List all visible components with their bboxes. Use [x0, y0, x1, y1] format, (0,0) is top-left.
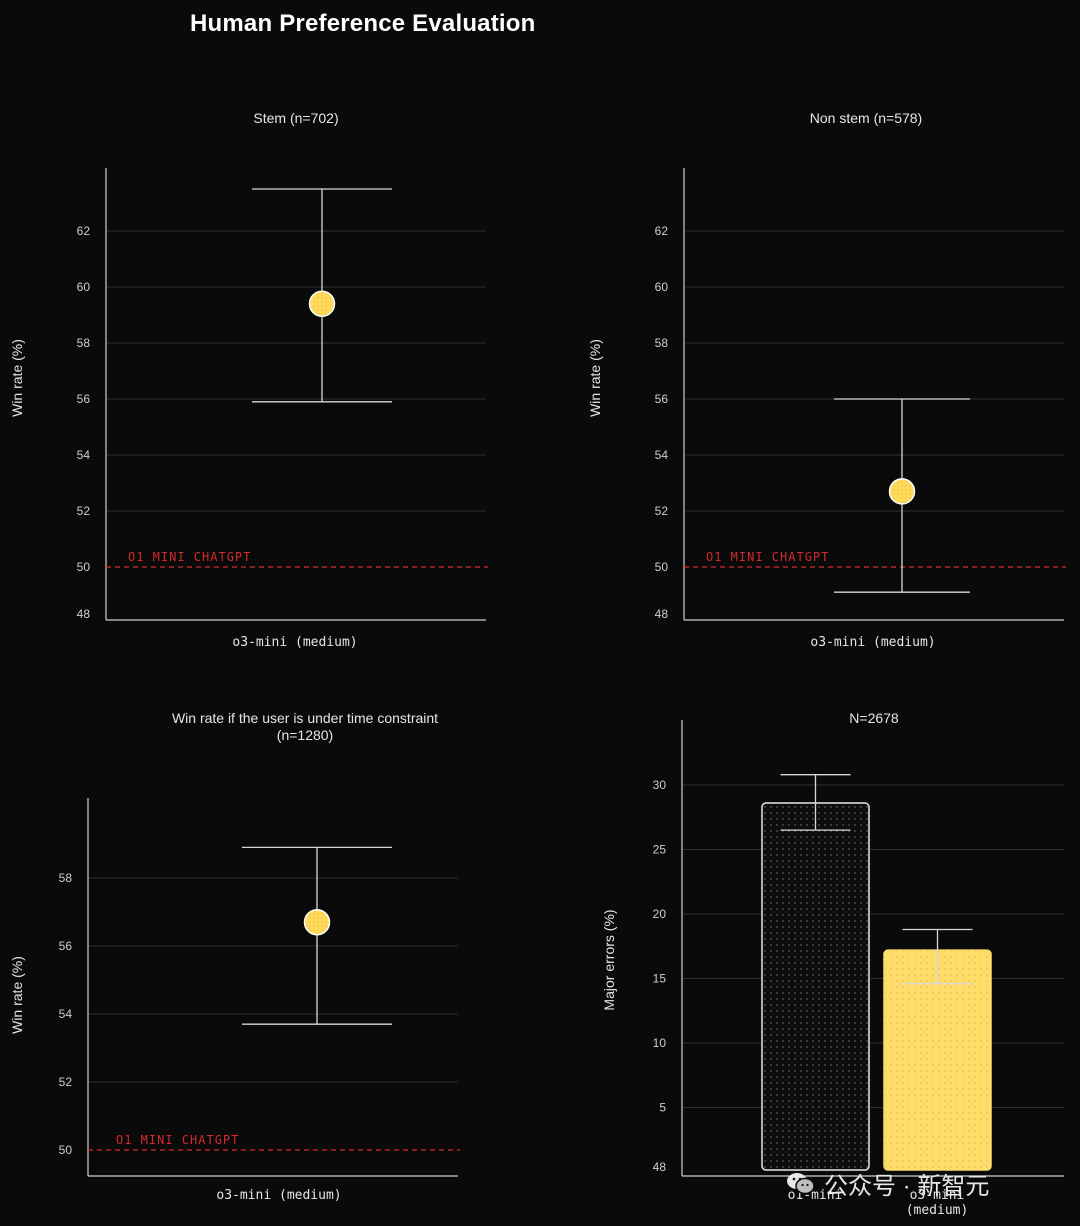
y-tick-label: 10 [653, 1036, 667, 1050]
y-tick-label: 58 [77, 336, 91, 350]
y-tick-label: 56 [59, 939, 73, 953]
y-tick-label: 25 [653, 843, 667, 857]
y-axis-label: Win rate (%) [587, 339, 603, 417]
y-tick-label: 60 [655, 280, 669, 294]
y-tick-label: 56 [655, 392, 669, 406]
watermark-text: 公众号 · 新智元 [824, 1173, 990, 1200]
y-tick-label: 50 [655, 560, 669, 574]
baseline-label: O1 MINI CHATGPT [116, 1133, 239, 1147]
x-axis-label: o3-mini (medium) [216, 1188, 341, 1203]
x-axis-label: o3-mini (medium) [232, 635, 357, 650]
y-tick-label: 15 [653, 972, 667, 986]
y-tick-label: 50 [59, 1143, 73, 1157]
data-point [888, 478, 916, 505]
y-tick-label: 60 [77, 280, 91, 294]
y-tick-label: 5 [659, 1101, 666, 1115]
y-axis-label: Win rate (%) [9, 956, 25, 1034]
time-chart: 50 52 54 56 58 O1 MINI CHATGPT Win rate (%) o3-… [9, 798, 460, 1203]
x-category-label: o3-mini (medium) [906, 1188, 969, 1218]
time-panel-title: Win rate if the user is under time const… [171, 710, 439, 743]
y-tick-label: 56 [77, 392, 91, 406]
watermark: 公众号 · 新智元 [786, 1166, 989, 1201]
bar-o1-mini [761, 802, 870, 1171]
y-tick-label: 50 [77, 560, 91, 574]
y-tick-label: 54 [655, 448, 669, 462]
y-tick-label: 30 [653, 778, 667, 792]
y-tick-label: 62 [655, 224, 669, 238]
data-point [303, 908, 331, 936]
y-tick-label: 48 [77, 607, 91, 621]
y-tick-label: 48 [655, 607, 669, 621]
wechat-icon [787, 1172, 815, 1194]
y-axis-label: Win rate (%) [9, 339, 25, 417]
y-tick-label: 52 [59, 1075, 73, 1089]
y-tick-label: 52 [655, 504, 669, 518]
page-title: Human Preference Evaluation [190, 10, 536, 37]
y-tick-label: 20 [653, 907, 667, 921]
baseline-label: O1 MINI CHATGPT [128, 550, 251, 564]
y-tick-label: 58 [655, 336, 669, 350]
baseline-label: O1 MINI CHATGPT [706, 550, 829, 564]
stem-panel-title: Stem (n=702) [253, 110, 339, 126]
nonstem-chart: 48 50 52 54 56 58 60 62 O1 MINI CHATGPT Win rate … [587, 168, 1066, 650]
y-tick-label: 52 [77, 504, 91, 518]
y-axis-label: Major errors (%) [601, 909, 617, 1010]
stem-chart: 48 50 52 54 56 58 60 62 O1 MINI CHATGPT Win rate … [9, 168, 488, 650]
y-tick-label: 48 [653, 1160, 667, 1174]
errors-panel-title: N=2678 [849, 710, 899, 726]
y-tick-label: 54 [77, 448, 91, 462]
y-tick-label: 54 [59, 1007, 73, 1021]
y-tick-label: 58 [59, 871, 73, 885]
x-axis-label: o3-mini (medium) [810, 635, 935, 650]
data-point [308, 290, 336, 318]
y-tick-label: 62 [77, 224, 91, 238]
nonstem-panel-title: Non stem (n=578) [809, 110, 923, 126]
